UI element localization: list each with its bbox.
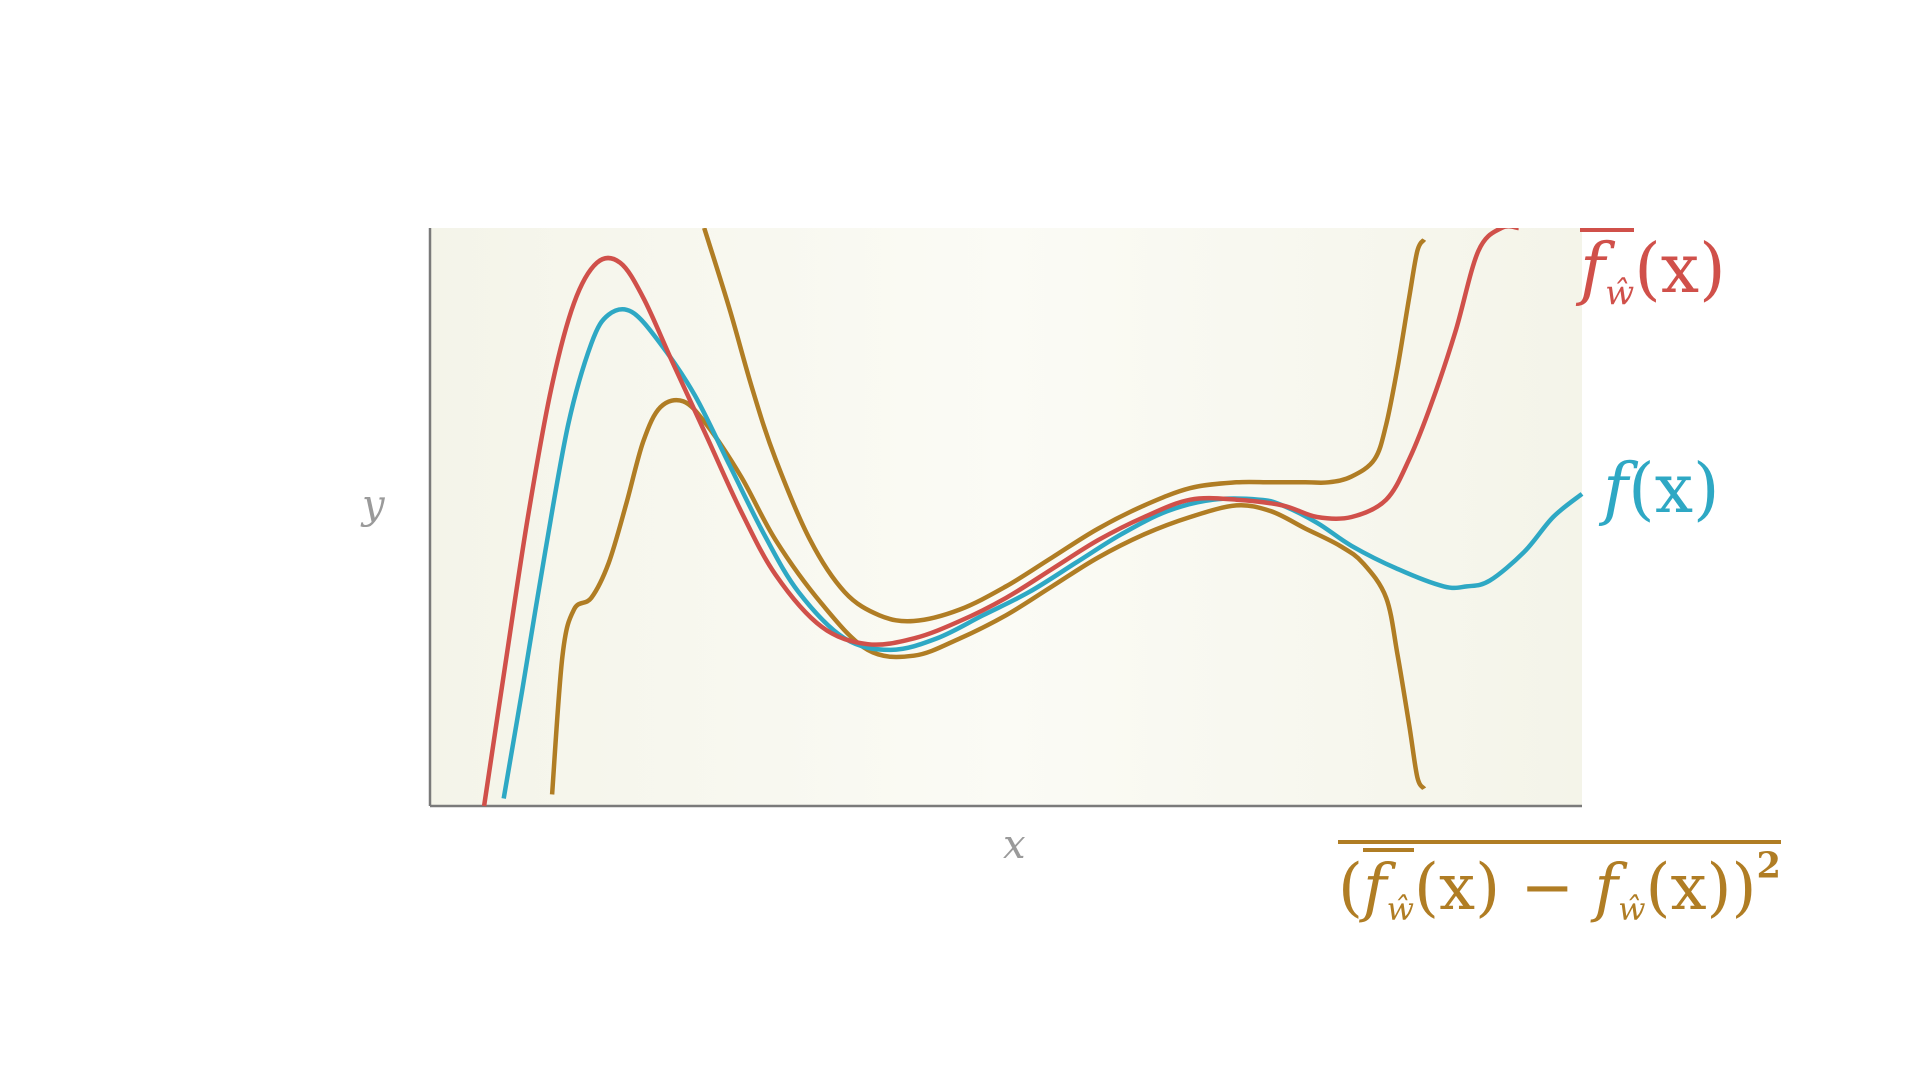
variance-label: (fŵ(x) − fŵ(x))2 [1338, 840, 1781, 925]
y-axis-label: y [362, 482, 385, 528]
x-axis-label: x [1003, 822, 1026, 868]
mean-prediction-label: fŵ(x) [1580, 228, 1726, 313]
series-line-mean [481, 228, 1519, 807]
series-lines [481, 228, 1584, 807]
series-line-lower [549, 397, 1427, 795]
true-function-label: f(x) [1603, 450, 1720, 529]
axes [428, 228, 1582, 808]
series-line-true [501, 306, 1584, 799]
series-line-upper [702, 228, 1427, 624]
